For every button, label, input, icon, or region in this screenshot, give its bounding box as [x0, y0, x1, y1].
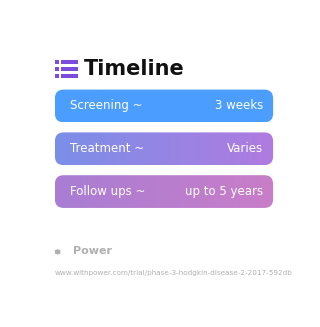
- FancyBboxPatch shape: [55, 60, 59, 64]
- Polygon shape: [55, 249, 60, 254]
- FancyBboxPatch shape: [55, 132, 273, 165]
- FancyBboxPatch shape: [55, 175, 273, 208]
- Text: 3 weeks: 3 weeks: [215, 99, 263, 112]
- Text: Power: Power: [74, 246, 113, 256]
- Text: up to 5 years: up to 5 years: [185, 185, 263, 198]
- FancyBboxPatch shape: [61, 67, 78, 71]
- Text: www.withpower.com/trial/phase-3-hodgkin-disease-2-2017-592db: www.withpower.com/trial/phase-3-hodgkin-…: [55, 270, 293, 276]
- FancyBboxPatch shape: [61, 60, 78, 64]
- Text: Varies: Varies: [227, 142, 263, 155]
- FancyBboxPatch shape: [55, 90, 273, 122]
- Text: Screening ~: Screening ~: [70, 99, 142, 112]
- Text: Timeline: Timeline: [84, 59, 184, 79]
- FancyBboxPatch shape: [61, 75, 78, 78]
- Text: Follow ups ~: Follow ups ~: [70, 185, 145, 198]
- Text: Treatment ~: Treatment ~: [70, 142, 144, 155]
- FancyBboxPatch shape: [55, 74, 59, 78]
- FancyBboxPatch shape: [55, 67, 59, 71]
